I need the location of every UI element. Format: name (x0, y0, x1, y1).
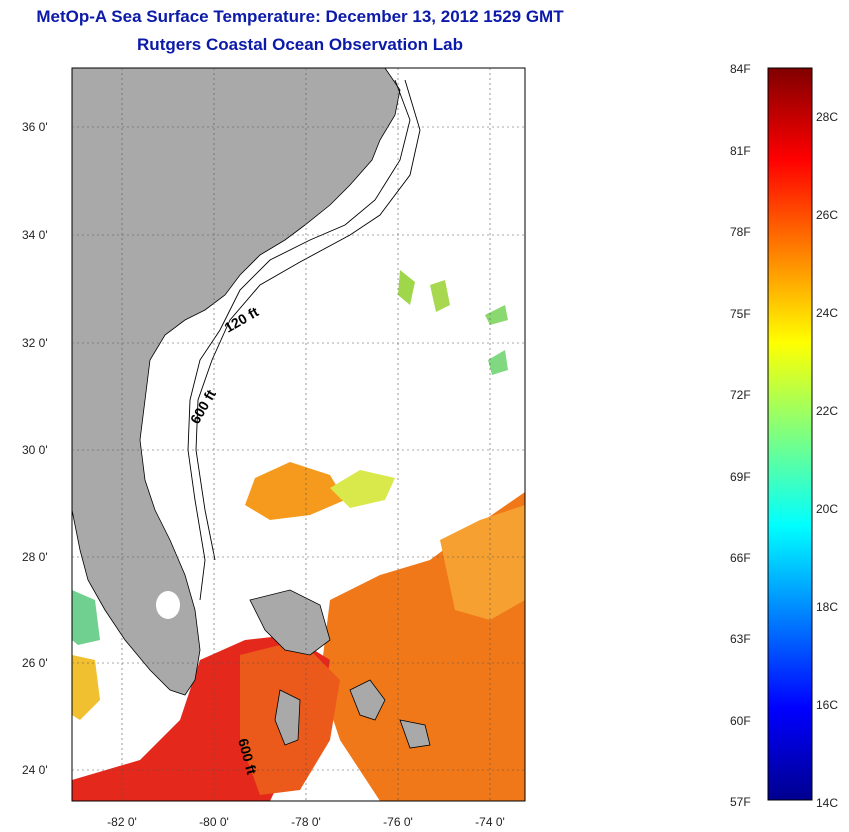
colorbar-c-24: 24C (816, 306, 839, 320)
map-subtitle: Rutgers Coastal Ocean Observation Lab (137, 35, 463, 54)
colorbar-c-20: 20C (816, 502, 839, 516)
colorbar-f-66: 66F (730, 551, 751, 565)
colorbar-c-28: 28C (816, 110, 839, 124)
colorbar-f-75: 75F (730, 307, 751, 321)
colorbar-c-16: 16C (816, 698, 839, 712)
lat-label-30: 30 0' (22, 443, 48, 457)
map-title: MetOp-A Sea Surface Temperature: Decembe… (36, 7, 564, 26)
colorbar-c-14: 14C (816, 796, 839, 810)
sst-data (72, 270, 525, 801)
lon-label-82: -82 0' (107, 815, 137, 829)
lat-label-32: 32 0' (22, 336, 48, 350)
colorbar-f-78: 78F (730, 225, 751, 239)
colorbar-f-60: 60F (730, 714, 751, 728)
colorbar-f-84: 84F (730, 62, 751, 76)
colorbar (767, 67, 813, 801)
lon-label-74: -74 0' (475, 815, 505, 829)
map-frame (71, 67, 526, 802)
colorbar-c-26: 26C (816, 208, 839, 222)
lat-label-24: 24 0' (22, 763, 48, 777)
colorbar-f-63: 63F (730, 632, 751, 646)
graticule (72, 68, 525, 801)
colorbar-f-57: 57F (730, 795, 751, 809)
lat-label-28: 28 0' (22, 550, 48, 564)
colorbar-f-72: 72F (730, 388, 751, 402)
lon-label-78: -78 0' (291, 815, 321, 829)
isobath-lines (187, 79, 421, 601)
lat-label-26: 26 0' (22, 656, 48, 670)
colorbar-c-22: 22C (816, 404, 839, 418)
lat-label-36: 36 0' (22, 120, 48, 134)
land (72, 68, 431, 749)
colorbar-c-18: 18C (816, 600, 839, 614)
lon-label-80: -80 0' (199, 815, 229, 829)
lat-label-34: 34 0' (22, 228, 48, 242)
colorbar-f-69: 69F (730, 470, 751, 484)
lon-label-76: -76 0' (383, 815, 413, 829)
colorbar-f-81: 81F (730, 144, 751, 158)
